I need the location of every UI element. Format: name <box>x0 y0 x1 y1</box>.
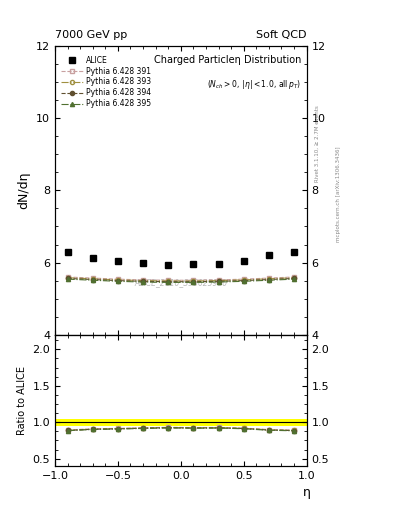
Line: Pythia 6.428 394: Pythia 6.428 394 <box>66 276 296 284</box>
Pythia 6.428 394 <box>141 278 145 284</box>
Text: 7000 GeV pp: 7000 GeV pp <box>55 30 127 40</box>
Pythia 6.428 393 <box>216 278 221 284</box>
ALICE <box>292 249 296 255</box>
Pythia 6.428 394 <box>90 276 95 283</box>
Legend: ALICE, Pythia 6.428 391, Pythia 6.428 393, Pythia 6.428 394, Pythia 6.428 395: ALICE, Pythia 6.428 391, Pythia 6.428 39… <box>61 56 151 109</box>
X-axis label: η: η <box>303 485 310 499</box>
Pythia 6.428 394 <box>292 275 296 282</box>
Pythia 6.428 393 <box>292 274 296 281</box>
Pythia 6.428 391 <box>116 276 120 282</box>
Pythia 6.428 391 <box>166 277 171 283</box>
Pythia 6.428 391 <box>90 275 95 281</box>
ALICE <box>65 249 70 255</box>
Pythia 6.428 395 <box>116 278 120 284</box>
Pythia 6.428 391 <box>241 276 246 282</box>
Pythia 6.428 394 <box>116 278 120 284</box>
Pythia 6.428 393 <box>191 278 196 284</box>
Text: mcplots.cern.ch [arXiv:1306.3436]: mcplots.cern.ch [arXiv:1306.3436] <box>336 147 341 242</box>
Pythia 6.428 394 <box>191 279 196 285</box>
Line: Pythia 6.428 391: Pythia 6.428 391 <box>66 275 296 282</box>
Pythia 6.428 391 <box>191 277 196 283</box>
Pythia 6.428 393 <box>116 277 120 283</box>
ALICE <box>116 258 120 264</box>
Pythia 6.428 395 <box>266 277 271 283</box>
Pythia 6.428 393 <box>141 278 145 284</box>
ALICE <box>191 261 196 267</box>
ALICE <box>241 259 246 265</box>
Line: Pythia 6.428 395: Pythia 6.428 395 <box>66 277 296 285</box>
ALICE <box>216 261 221 267</box>
Pythia 6.428 391 <box>65 274 70 280</box>
Bar <box>55 418 307 426</box>
Pythia 6.428 393 <box>90 276 95 282</box>
Pythia 6.428 391 <box>292 274 296 280</box>
Pythia 6.428 395 <box>65 276 70 282</box>
Pythia 6.428 393 <box>241 277 246 283</box>
Line: ALICE: ALICE <box>64 249 298 269</box>
Pythia 6.428 394 <box>241 278 246 284</box>
Pythia 6.428 395 <box>241 278 246 284</box>
Pythia 6.428 391 <box>266 275 271 281</box>
Text: $(N_{ch}>0,\,|\eta|<1.0,\,\mathrm{all}\,p_T)$: $(N_{ch}>0,\,|\eta|<1.0,\,\mathrm{all}\,… <box>208 78 301 91</box>
Pythia 6.428 391 <box>141 277 145 283</box>
Text: Soft QCD: Soft QCD <box>256 30 307 40</box>
Text: ALICE_2010_S96625980: ALICE_2010_S96625980 <box>134 278 227 287</box>
Pythia 6.428 395 <box>141 279 145 285</box>
Pythia 6.428 394 <box>266 276 271 283</box>
Pythia 6.428 393 <box>166 278 171 284</box>
Pythia 6.428 391 <box>216 277 221 283</box>
Pythia 6.428 395 <box>90 277 95 283</box>
Pythia 6.428 393 <box>266 276 271 282</box>
Pythia 6.428 395 <box>166 280 171 286</box>
Pythia 6.428 395 <box>292 276 296 282</box>
ALICE <box>141 260 145 266</box>
Pythia 6.428 395 <box>191 280 196 286</box>
Pythia 6.428 394 <box>166 279 171 285</box>
Y-axis label: Ratio to ALICE: Ratio to ALICE <box>17 366 27 435</box>
Text: Charged Particleη Distribution: Charged Particleη Distribution <box>154 55 301 65</box>
ALICE <box>90 255 95 261</box>
Pythia 6.428 394 <box>65 275 70 282</box>
ALICE <box>166 262 171 268</box>
Pythia 6.428 393 <box>65 274 70 281</box>
Pythia 6.428 394 <box>216 278 221 284</box>
Y-axis label: dN/dη: dN/dη <box>17 172 31 209</box>
Line: Pythia 6.428 393: Pythia 6.428 393 <box>66 275 296 283</box>
Text: Rivet 3.1.10, ≥ 2.7M events: Rivet 3.1.10, ≥ 2.7M events <box>314 105 320 182</box>
ALICE <box>266 252 271 259</box>
Pythia 6.428 395 <box>216 279 221 285</box>
